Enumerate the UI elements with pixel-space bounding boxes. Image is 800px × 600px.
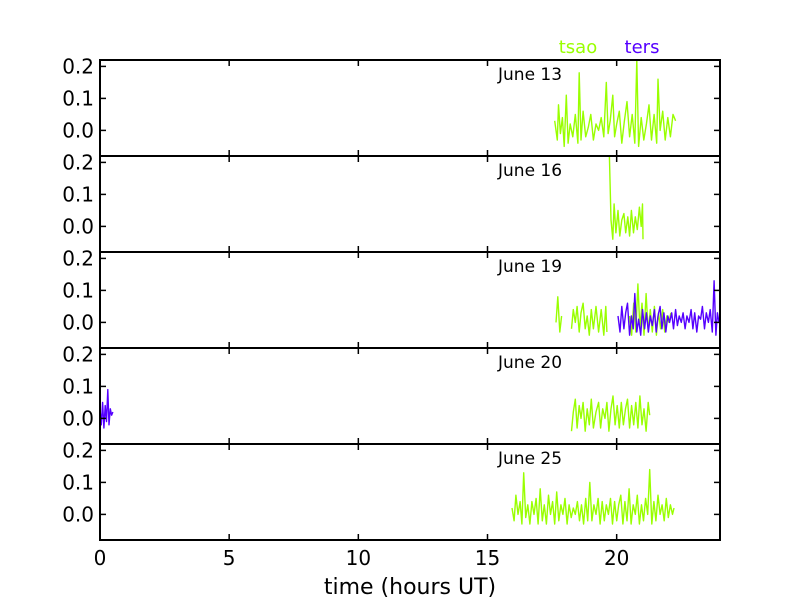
panel-date-label: June 13 xyxy=(497,65,562,85)
series-line-tsao xyxy=(570,395,651,432)
series-line-tsao xyxy=(608,155,644,240)
y-tick-label: 0.2 xyxy=(62,246,94,270)
y-tick-label: 0.2 xyxy=(62,342,94,366)
panel: 0.2 0.1 0.0 June 25 xyxy=(62,438,721,541)
x-axis-title: time (hours UT) xyxy=(324,575,496,600)
y-tick-label: 0.0 xyxy=(62,310,94,334)
x-tick-label: 5 xyxy=(223,546,236,570)
y-tick-label: 0.2 xyxy=(62,438,94,462)
panel: 0.2 0.1 0.0 June 16 xyxy=(62,150,721,253)
y-tick-label: 0.0 xyxy=(62,406,94,430)
panel-frame xyxy=(99,347,721,445)
panel-date-label: June 20 xyxy=(497,353,562,373)
panel-frame xyxy=(99,443,721,541)
series-line-ters xyxy=(617,280,720,336)
y-tick-label: 0.2 xyxy=(62,150,94,174)
panel-date-label: June 25 xyxy=(497,449,562,469)
panel-frame xyxy=(99,155,721,253)
series-line-tsao xyxy=(555,283,672,336)
panel-date-label: June 19 xyxy=(497,257,562,277)
panel: 0.2 0.1 0.0 June 13 xyxy=(62,54,721,157)
y-tick-label: 0.0 xyxy=(62,118,94,142)
panel: 0.2 0.1 0.0 June 20 xyxy=(62,342,721,445)
x-tick-labels: 0 5 10 15 20 xyxy=(94,546,630,570)
legend-entry-ters: ters xyxy=(625,37,660,58)
y-tick-label: 0.0 xyxy=(62,502,94,526)
legend-entry-tsao: tsao xyxy=(559,37,597,58)
y-tick-label: 0.1 xyxy=(62,470,94,494)
panel: 0.2 0.1 0.0 June 19 xyxy=(62,246,721,349)
y-tick-label: 0.1 xyxy=(62,278,94,302)
panel-frame xyxy=(99,251,721,349)
series-line-tsao xyxy=(554,59,677,148)
y-tick-label: 0.1 xyxy=(62,182,94,206)
y-tick-label: 0.1 xyxy=(62,86,94,110)
x-tick-label: 20 xyxy=(604,546,629,570)
series-line-tsao xyxy=(511,468,675,525)
y-tick-label: 0.0 xyxy=(62,214,94,238)
legend: tsao ters xyxy=(559,37,660,58)
x-tick-label: 0 xyxy=(94,546,107,570)
x-tick-label: 15 xyxy=(475,546,500,570)
panel-date-label: June 16 xyxy=(497,161,562,181)
series-line-ters xyxy=(99,388,114,429)
y-tick-label: 0.1 xyxy=(62,374,94,398)
x-tick-label: 10 xyxy=(346,546,371,570)
y-tick-label: 0.2 xyxy=(62,54,94,78)
